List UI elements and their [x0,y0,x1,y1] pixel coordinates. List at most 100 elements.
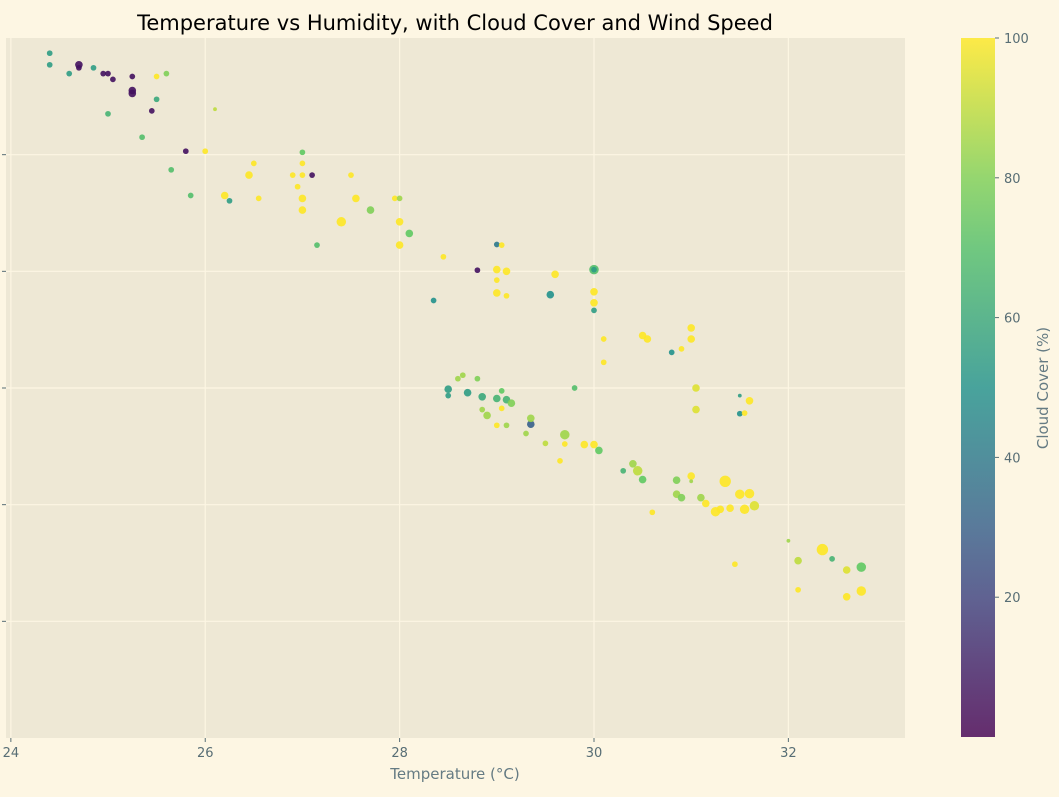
data-point [90,64,97,71]
data-point [726,504,734,512]
data-point [629,460,637,468]
data-point [46,50,53,57]
data-point [600,359,607,366]
data-point [591,266,597,273]
data-point [298,206,307,214]
data-point [498,388,505,394]
data-point [105,110,111,117]
data-point [732,561,738,568]
data-point [590,299,598,307]
data-point [842,593,851,601]
data-point [459,372,466,379]
data-point [595,446,603,455]
data-point [395,241,404,249]
data-point [128,89,137,98]
data-point [687,472,695,480]
data-point [153,96,160,103]
data-point [105,70,111,77]
data-point [445,392,452,399]
data-point [444,385,453,394]
data-point [749,501,760,511]
data-point [697,493,705,502]
data-point [590,440,598,449]
data-point [786,538,791,543]
data-point [668,349,675,356]
y-ticks [2,154,6,622]
data-point [352,194,360,203]
data-point [649,509,656,516]
data-point [502,267,511,276]
chart-title: Temperature vs Humidity, with Cloud Cove… [136,11,773,35]
data-point [299,160,306,167]
data-point [245,171,253,179]
data-point [405,229,414,238]
data-point [220,191,229,200]
data-point [100,70,107,77]
x-tick-label: 30 [586,746,603,761]
data-point [493,394,501,403]
data-point [298,194,307,203]
data-point [493,289,501,297]
data-point [736,410,743,417]
data-point [226,197,233,204]
data-point [546,290,555,299]
data-point [66,70,73,77]
data-point [255,195,262,202]
data-point [483,411,491,420]
colorbar-tick-label: 40 [1004,451,1021,466]
data-point [745,397,754,405]
data-point [620,467,627,474]
x-tick-label: 32 [780,746,797,761]
data-point [551,270,559,279]
data-point [336,217,347,227]
data-point [493,265,501,274]
data-point [309,172,315,178]
data-point [702,499,710,508]
data-point [299,172,306,178]
data-point [560,429,570,440]
data-point [856,586,867,596]
data-point [391,195,398,202]
data-point [677,493,686,502]
data-point [148,108,155,114]
data-point [678,346,685,352]
data-point [182,148,189,155]
data-point [741,410,748,416]
data-point [816,543,829,556]
data-point [687,335,695,343]
data-point [794,556,802,565]
data-point [795,586,801,593]
data-point [168,166,175,173]
data-point [507,399,516,408]
data-point [478,393,487,401]
data-point [632,466,643,476]
data-point [523,430,529,437]
data-point [689,479,694,484]
colorbar-tick-label: 20 [1004,591,1021,606]
data-point [739,504,750,515]
data-point [719,475,731,487]
data-point [396,195,403,202]
data-point [110,76,116,83]
data-point [463,388,472,397]
data-point [430,297,437,304]
data-point [600,336,607,342]
data-point [692,405,700,414]
colorbar-ticks: 20 40 60 80 100 [995,32,1029,606]
data-point [163,70,170,77]
data-point [129,73,136,80]
data-point [250,160,257,167]
data-point [557,458,563,464]
colorbar-tick-label: 60 [1004,312,1021,327]
data-point [498,242,505,248]
data-point [692,384,700,392]
x-tick-label: 26 [197,746,214,761]
data-point [590,288,598,296]
data-point [395,218,404,226]
data-point [348,172,354,178]
data-point [856,562,867,572]
data-point [493,422,500,429]
data-point [503,422,510,429]
data-point [737,393,742,398]
